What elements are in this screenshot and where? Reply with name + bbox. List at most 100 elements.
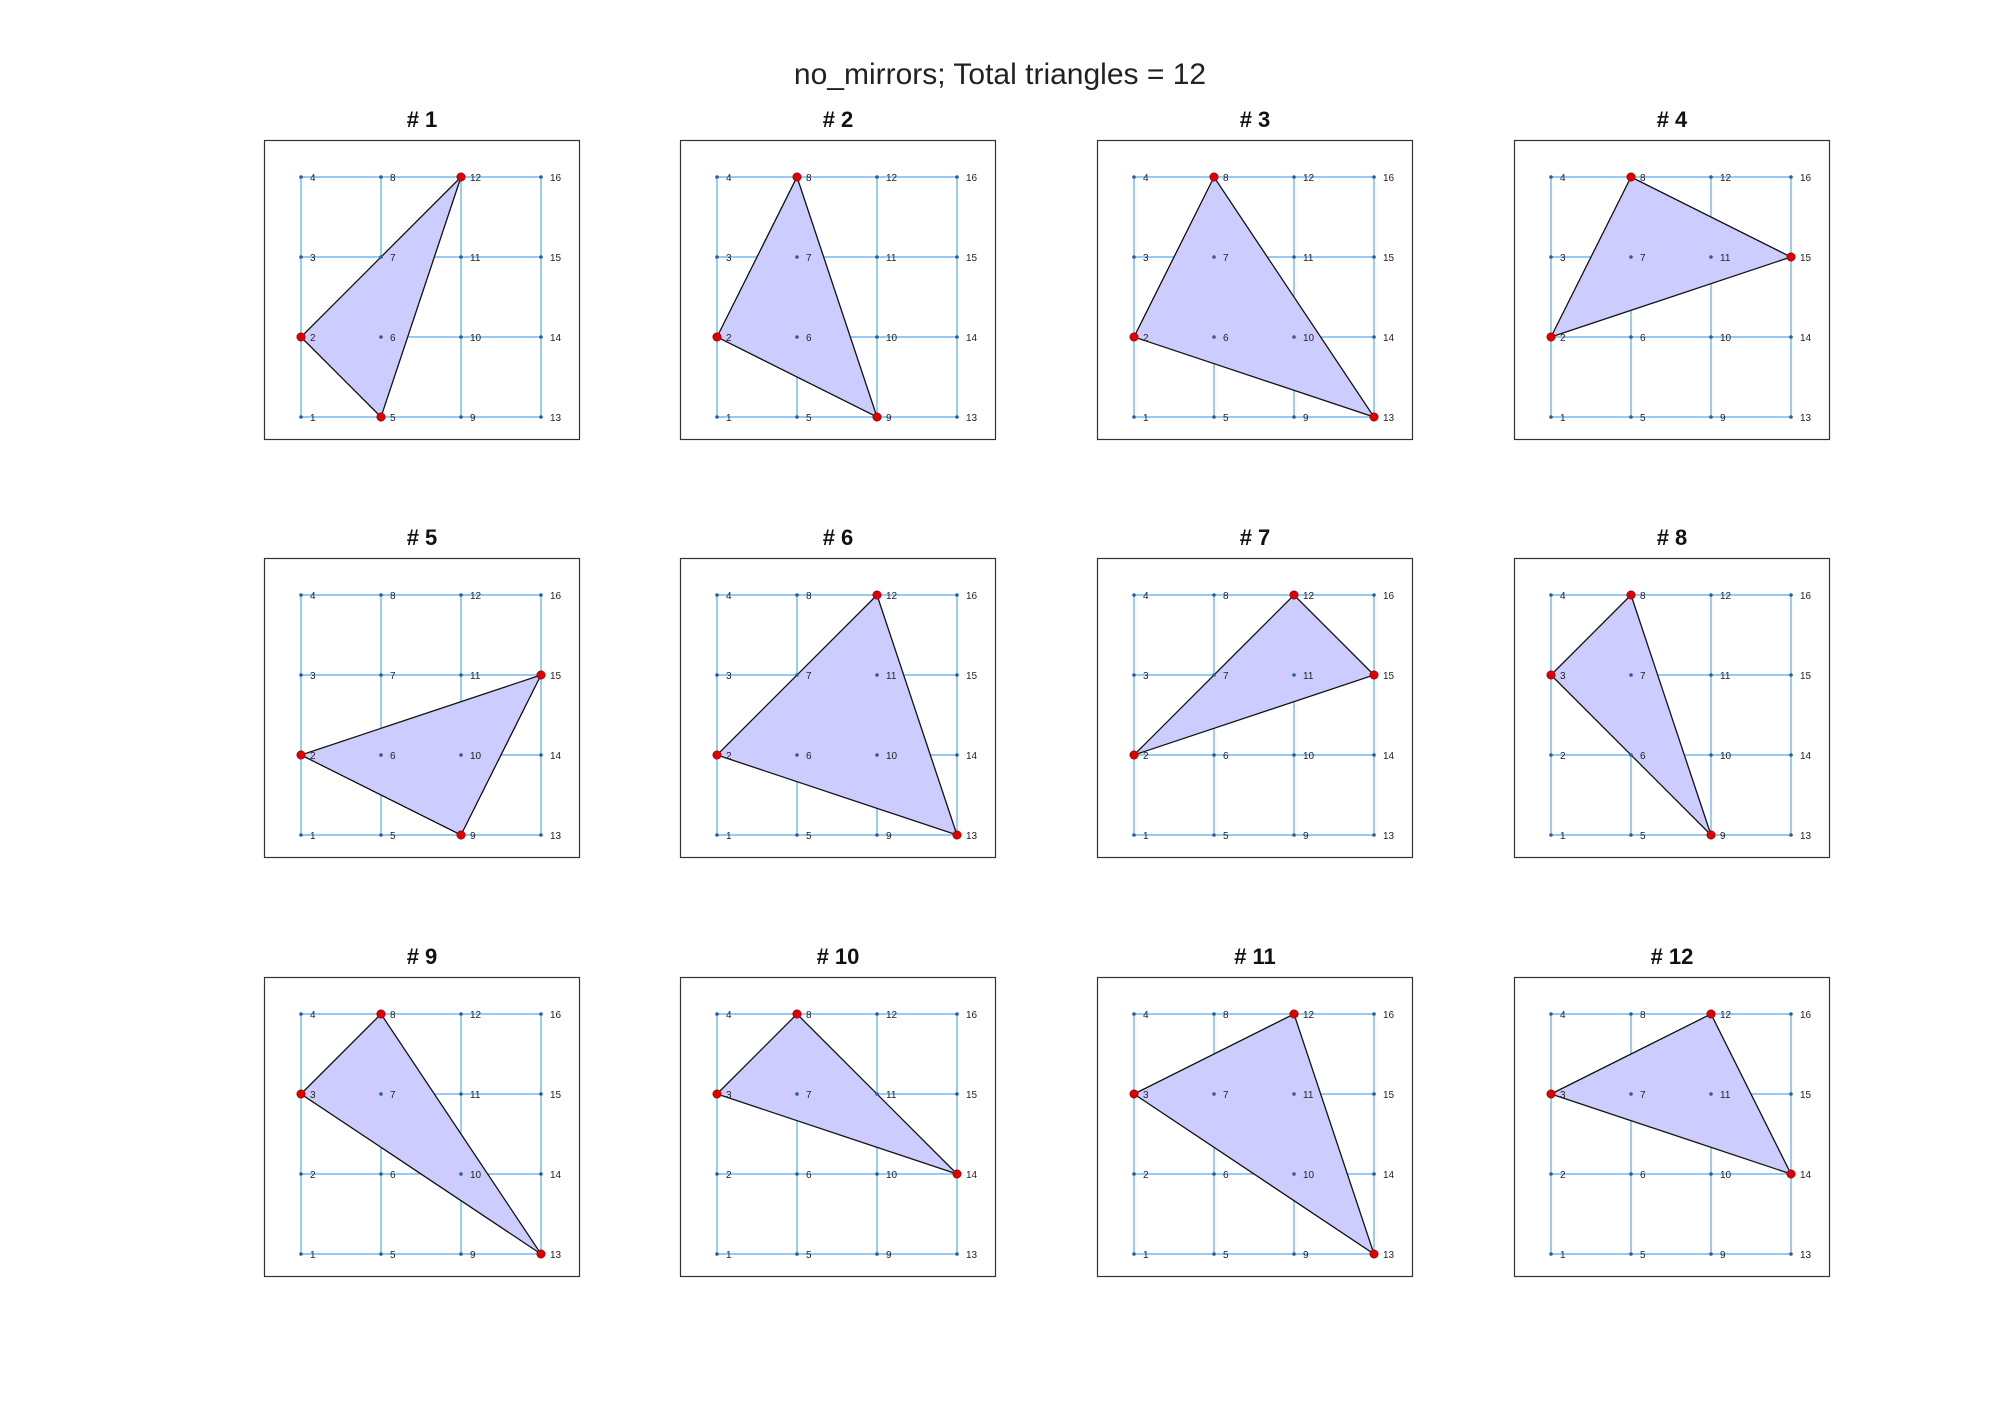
triangle-vertex <box>1546 332 1556 342</box>
grid-point <box>1292 1092 1296 1096</box>
point-label: 6 <box>390 333 396 344</box>
point-label: 13 <box>966 413 978 424</box>
point-label: 2 <box>310 333 316 344</box>
grid-point <box>875 1172 879 1176</box>
grid-point <box>1212 1092 1216 1096</box>
point-label: 12 <box>470 591 482 602</box>
grid-point <box>1292 1172 1296 1176</box>
point-label: 8 <box>1640 591 1646 602</box>
grid-point <box>875 255 879 259</box>
point-label: 12 <box>1720 591 1732 602</box>
axes-box <box>1513 557 1831 859</box>
grid-point <box>1629 1012 1633 1016</box>
point-label: 6 <box>1640 751 1646 762</box>
grid-point <box>795 833 799 837</box>
grid-point <box>379 753 383 757</box>
point-label: 15 <box>1800 253 1812 264</box>
triangle-vertex <box>1626 172 1636 182</box>
grid-point <box>1292 335 1296 339</box>
point-label: 9 <box>1720 1250 1726 1261</box>
panel-title: # 3 <box>1239 107 1271 132</box>
point-label: 2 <box>726 1170 732 1181</box>
point-label: 15 <box>966 671 978 682</box>
point-label: 14 <box>1383 751 1395 762</box>
grid-point <box>1629 1172 1633 1176</box>
point-label: 12 <box>1303 1010 1315 1021</box>
triangle-vertex <box>536 1249 546 1259</box>
panel-title: # 5 <box>406 525 438 550</box>
grid-point <box>1132 1172 1136 1176</box>
grid-point <box>1212 673 1216 677</box>
point-label: 9 <box>1720 831 1726 842</box>
point-label: 8 <box>390 173 396 184</box>
point-label: 5 <box>1640 1250 1646 1261</box>
point-label: 7 <box>1640 671 1646 682</box>
point-label: 13 <box>1800 413 1812 424</box>
point-label: 2 <box>1143 751 1149 762</box>
point-label: 7 <box>806 671 812 682</box>
grid-point <box>1549 753 1553 757</box>
triangle-vertex <box>1369 412 1379 422</box>
point-label: 11 <box>1720 671 1731 682</box>
point-label: 13 <box>1383 831 1395 842</box>
grid-point <box>379 255 383 259</box>
point-label: 8 <box>390 1010 396 1021</box>
grid-point <box>1372 593 1376 597</box>
point-label: 7 <box>1640 253 1646 264</box>
grid-point <box>1629 255 1633 259</box>
grid-point <box>1132 175 1136 179</box>
triangle-vertex <box>792 1009 802 1019</box>
grid-point <box>955 673 959 677</box>
point-label: 10 <box>1720 751 1732 762</box>
point-label: 13 <box>1383 413 1395 424</box>
grid-point <box>1292 255 1296 259</box>
grid-point <box>715 1252 719 1256</box>
point-label: 14 <box>550 333 562 344</box>
grid-point <box>539 335 543 339</box>
point-label: 5 <box>806 831 812 842</box>
grid-point <box>1132 1252 1136 1256</box>
point-label: 2 <box>1560 1170 1566 1181</box>
triangle-vertex <box>1289 1009 1299 1019</box>
panel-title: # 9 <box>406 944 438 969</box>
grid-point <box>1789 673 1793 677</box>
point-label: 1 <box>1143 831 1149 842</box>
point-label: 3 <box>726 671 732 682</box>
grid-point <box>1132 593 1136 597</box>
grid-point <box>715 593 719 597</box>
point-label: 3 <box>726 253 732 264</box>
grid-point <box>539 1172 543 1176</box>
grid-point <box>379 593 383 597</box>
point-label: 1 <box>1143 413 1149 424</box>
point-label: 3 <box>1143 1090 1149 1101</box>
grid-point <box>1789 175 1793 179</box>
panel-title: # 4 <box>1656 107 1688 132</box>
grid-point <box>875 1012 879 1016</box>
point-label: 16 <box>1383 173 1395 184</box>
grid-point <box>1549 1012 1553 1016</box>
point-label: 2 <box>726 333 732 344</box>
grid-point <box>1709 673 1713 677</box>
grid-point <box>1132 415 1136 419</box>
point-label: 12 <box>1303 591 1315 602</box>
point-label: 6 <box>1640 1170 1646 1181</box>
point-label: 13 <box>1800 1250 1812 1261</box>
triangle-vertex <box>712 1089 722 1099</box>
point-label: 15 <box>1800 671 1812 682</box>
grid-point <box>1709 593 1713 597</box>
grid-point <box>1789 593 1793 597</box>
point-label: 5 <box>1223 413 1229 424</box>
grid-point <box>795 1172 799 1176</box>
point-label: 5 <box>806 1250 812 1261</box>
point-label: 1 <box>310 831 316 842</box>
point-label: 11 <box>1720 253 1731 264</box>
grid-point <box>1549 255 1553 259</box>
point-label: 10 <box>886 751 898 762</box>
triangle-vertex <box>1369 670 1379 680</box>
grid-point <box>1789 753 1793 757</box>
triangle-vertex <box>376 1009 386 1019</box>
point-label: 8 <box>806 591 812 602</box>
point-label: 16 <box>550 173 562 184</box>
